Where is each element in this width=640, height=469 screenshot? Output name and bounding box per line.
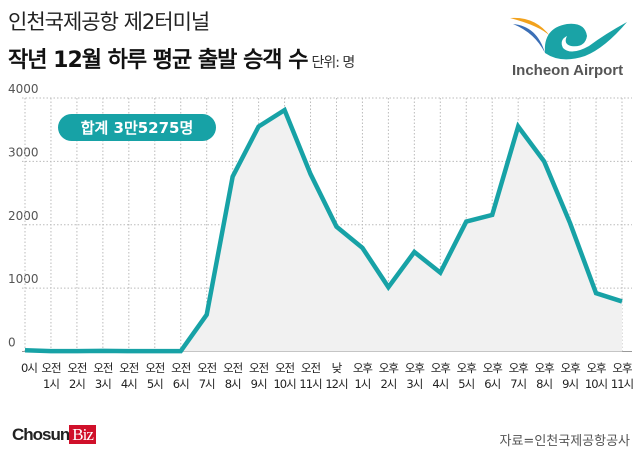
x-tick-label: 오후 7시 [508, 361, 529, 391]
x-tick-label: 오전 11시 [299, 361, 322, 391]
x-tick-label: 오전 7시 [197, 361, 217, 391]
chosunbiz-logo: Chosun Biz [12, 425, 96, 445]
x-tick-label: 오후 9시 [560, 361, 580, 391]
x-tick-label: 오후 1시 [352, 361, 373, 391]
x-tick-label: 오후 10시 [584, 361, 608, 391]
x-tick-label: 오전 4시 [119, 361, 139, 391]
x-tick-label: 오전 6시 [171, 361, 191, 391]
title-line-1: 인천국제공항 제2터미널 [8, 10, 210, 34]
total-annotation: 합계 3만5275명 [81, 119, 194, 137]
area-chart: 0 1000 2000 3000 4000 합계 3만5275명 [8, 82, 632, 354]
x-tick-label: 오전 2시 [67, 361, 87, 391]
area-fill [25, 110, 622, 352]
incheon-airport-logo [510, 17, 627, 60]
x-tick-label: 오전 10시 [273, 361, 296, 391]
x-tick-label: 낮 12시 [325, 361, 348, 391]
x-tick-label: 오전 5시 [145, 361, 165, 391]
y-tick-label: 2000 [8, 209, 39, 223]
x-tick-label: 오후 4시 [430, 361, 451, 391]
total-badge [58, 114, 216, 141]
source-note: 자료=인천국제공항공사 [499, 434, 631, 449]
y-tick-label: 0 [8, 336, 16, 350]
logo-text: Incheon Airport [512, 62, 624, 79]
x-tick-label: 오후 8시 [534, 361, 555, 391]
x-tick-label: 0시 [21, 361, 38, 375]
title-line-2: 작년 12월 하루 평균 출발 승객 수 단위: 명 [8, 42, 355, 74]
x-tick-label: 오후 6시 [482, 361, 503, 391]
y-tick-label: 1000 [8, 272, 39, 286]
x-tick-label: 오전 9시 [249, 361, 269, 391]
x-tick-label: 오후 2시 [378, 361, 399, 391]
x-tick-label: 오전 1시 [41, 361, 61, 391]
x-tick-label: 오후 5시 [456, 361, 477, 391]
y-tick-label: 4000 [8, 82, 39, 96]
x-tick-label: 오후 11시 [610, 361, 634, 391]
x-tick-label: 오후 3시 [404, 361, 425, 391]
x-tick-label: 오전 8시 [223, 361, 243, 391]
y-tick-label: 3000 [8, 145, 39, 159]
series-line [24, 106, 623, 354]
chart-title: 작년 12월 하루 평균 출발 승객 수 [8, 48, 308, 73]
unit-label: 단위: 명 [311, 55, 355, 71]
x-tick-label: 오전 3시 [93, 361, 113, 391]
